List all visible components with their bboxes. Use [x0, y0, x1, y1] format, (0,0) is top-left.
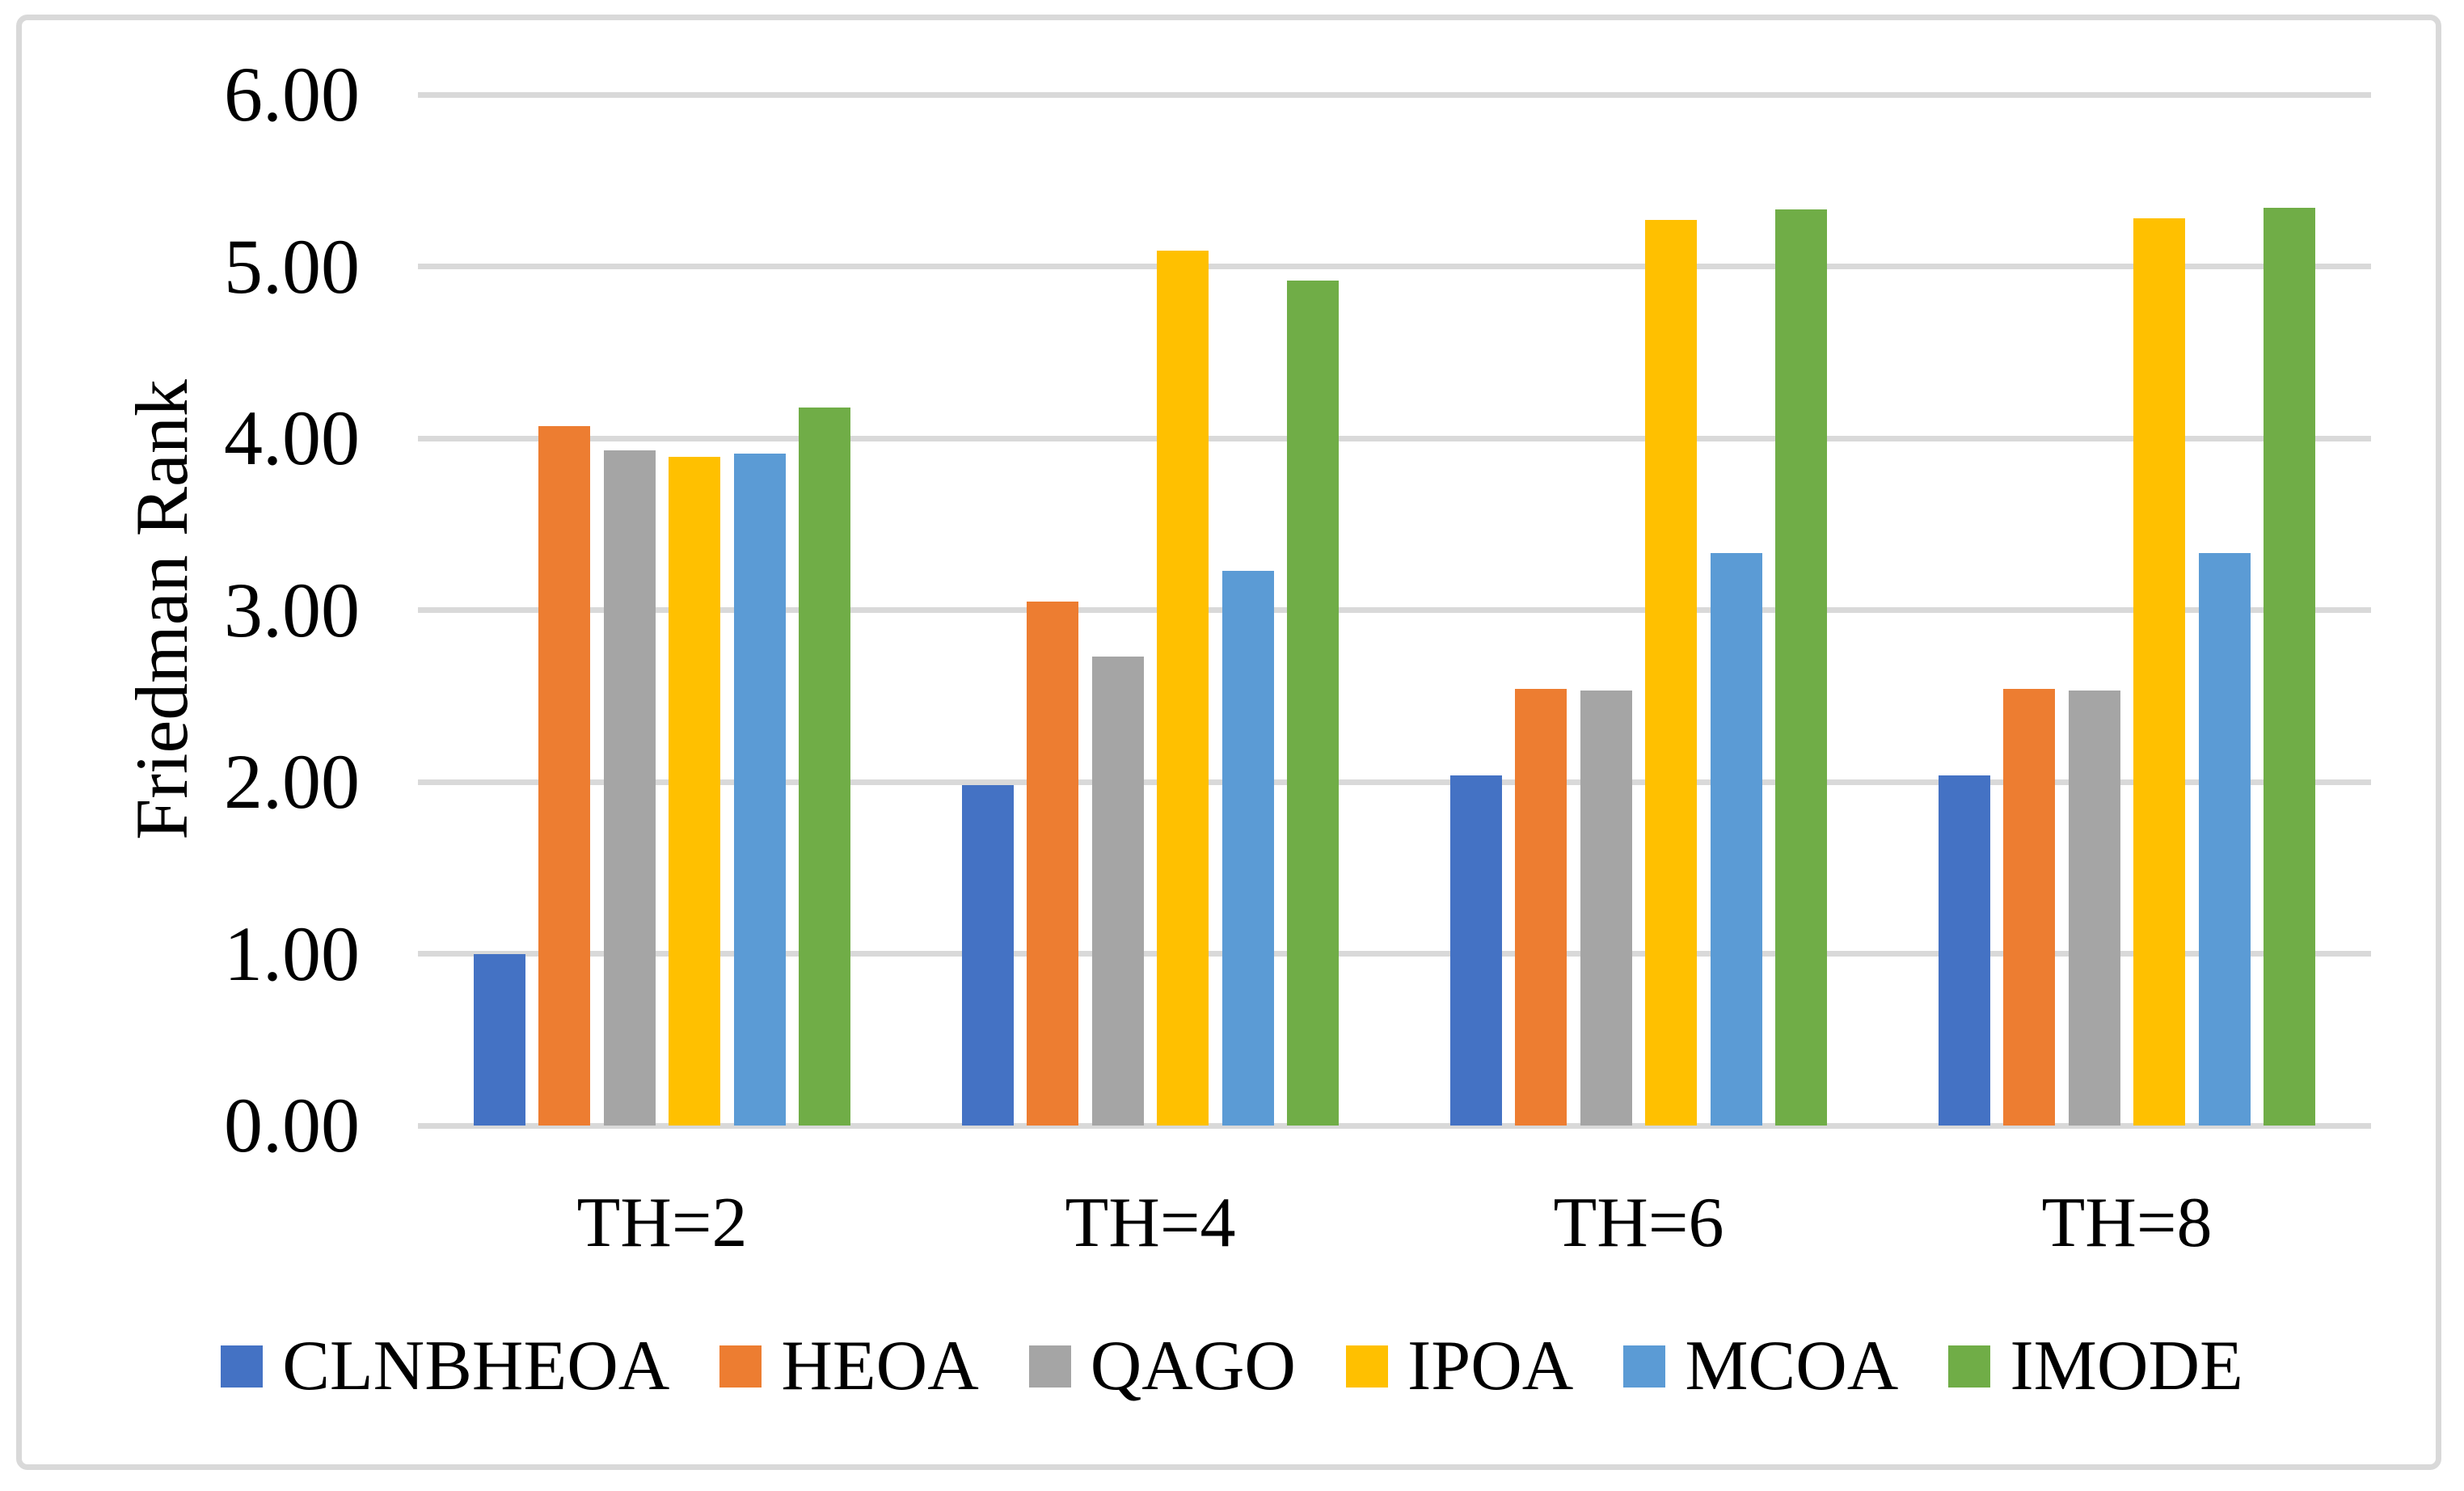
bar-QAGO-TH=8 [2068, 691, 2120, 1126]
legend: CLNBHEOA HEOA QAGO IPOA MCOA IMODE [49, 1327, 2415, 1405]
x-category-label-TH=8: TH=8 [2041, 1184, 2213, 1262]
gridline-3.00 [418, 607, 2371, 613]
bar-IPOA-TH=6 [1645, 220, 1698, 1126]
bar-IMODE-TH=2 [799, 407, 851, 1126]
bar-HEOA-TH=2 [538, 426, 591, 1126]
bar-MCOA-TH=8 [2198, 553, 2251, 1126]
legend-label: QAGO [1090, 1327, 1296, 1405]
bar-IMODE-TH=8 [2264, 208, 2316, 1126]
bar-CLNBHEOA-TH=6 [1449, 775, 1502, 1126]
legend-item-MCOA: MCOA [1623, 1327, 1899, 1405]
y-tick-label: 3.00 [224, 566, 360, 653]
y-tick-label: 5.00 [224, 222, 360, 310]
legend-label: CLNBHEOA [282, 1327, 670, 1405]
legend-item-IMODE: IMODE [1948, 1327, 2243, 1405]
y-tick-label: 4.00 [224, 395, 360, 481]
legend-swatch-IMODE [1948, 1345, 1991, 1388]
gridline-5.00 [418, 264, 2371, 269]
legend-label: IPOA [1407, 1327, 1574, 1405]
bar-IMODE-TH=4 [1287, 280, 1340, 1126]
y-tick-label: 6.00 [224, 51, 360, 137]
bar-IPOA-TH=8 [2133, 218, 2186, 1126]
legend-swatch-CLNBHEOA [221, 1345, 264, 1388]
legend-item-HEOA: HEOA [719, 1327, 979, 1405]
gridline-0.00 [418, 1122, 2371, 1129]
bar-MCOA-TH=6 [1710, 553, 1762, 1126]
bar-MCOA-TH=4 [1221, 570, 1274, 1126]
x-category-label-TH=2: TH=2 [576, 1184, 748, 1262]
gridline-1.00 [418, 951, 2371, 957]
bar-IMODE-TH=6 [1775, 209, 1828, 1126]
bar-QAGO-TH=2 [603, 450, 656, 1126]
bar-MCOA-TH=2 [733, 454, 786, 1126]
legend-label: HEOA [781, 1327, 979, 1405]
gridline-6.00 [418, 91, 2371, 98]
legend-swatch-HEOA [719, 1345, 762, 1388]
bar-IPOA-TH=4 [1157, 251, 1209, 1126]
legend-item-CLNBHEOA: CLNBHEOA [221, 1327, 670, 1405]
bar-CLNBHEOA-TH=4 [961, 785, 1014, 1126]
legend-item-QAGO: QAGO [1028, 1327, 1296, 1405]
legend-item-IPOA: IPOA [1345, 1327, 1574, 1405]
gridline-4.00 [418, 435, 2371, 441]
bar-CLNBHEOA-TH=2 [473, 953, 525, 1126]
legend-swatch-QAGO [1028, 1345, 1071, 1388]
legend-label: MCOA [1685, 1327, 1899, 1405]
bar-CLNBHEOA-TH=8 [1938, 775, 1990, 1126]
legend-label: IMODE [2010, 1327, 2243, 1405]
bar-HEOA-TH=4 [1027, 601, 1079, 1126]
bar-QAGO-TH=4 [1091, 656, 1144, 1126]
legend-swatch-IPOA [1345, 1345, 1388, 1388]
gridline-2.00 [418, 779, 2371, 785]
legend-swatch-MCOA [1623, 1345, 1666, 1388]
y-tick-label: 0.00 [224, 1082, 360, 1168]
bar-IPOA-TH=2 [669, 457, 721, 1126]
x-category-label-TH=4: TH=4 [1065, 1184, 1236, 1262]
bar-HEOA-TH=6 [1515, 689, 1567, 1126]
plot-area [418, 91, 2371, 1129]
bar-QAGO-TH=6 [1580, 691, 1632, 1126]
y-tick-label: 2.00 [224, 738, 360, 825]
y-tick-label: 1.00 [224, 910, 360, 997]
bar-HEOA-TH=8 [2003, 689, 2056, 1126]
x-category-label-TH=6: TH=6 [1553, 1184, 1724, 1262]
